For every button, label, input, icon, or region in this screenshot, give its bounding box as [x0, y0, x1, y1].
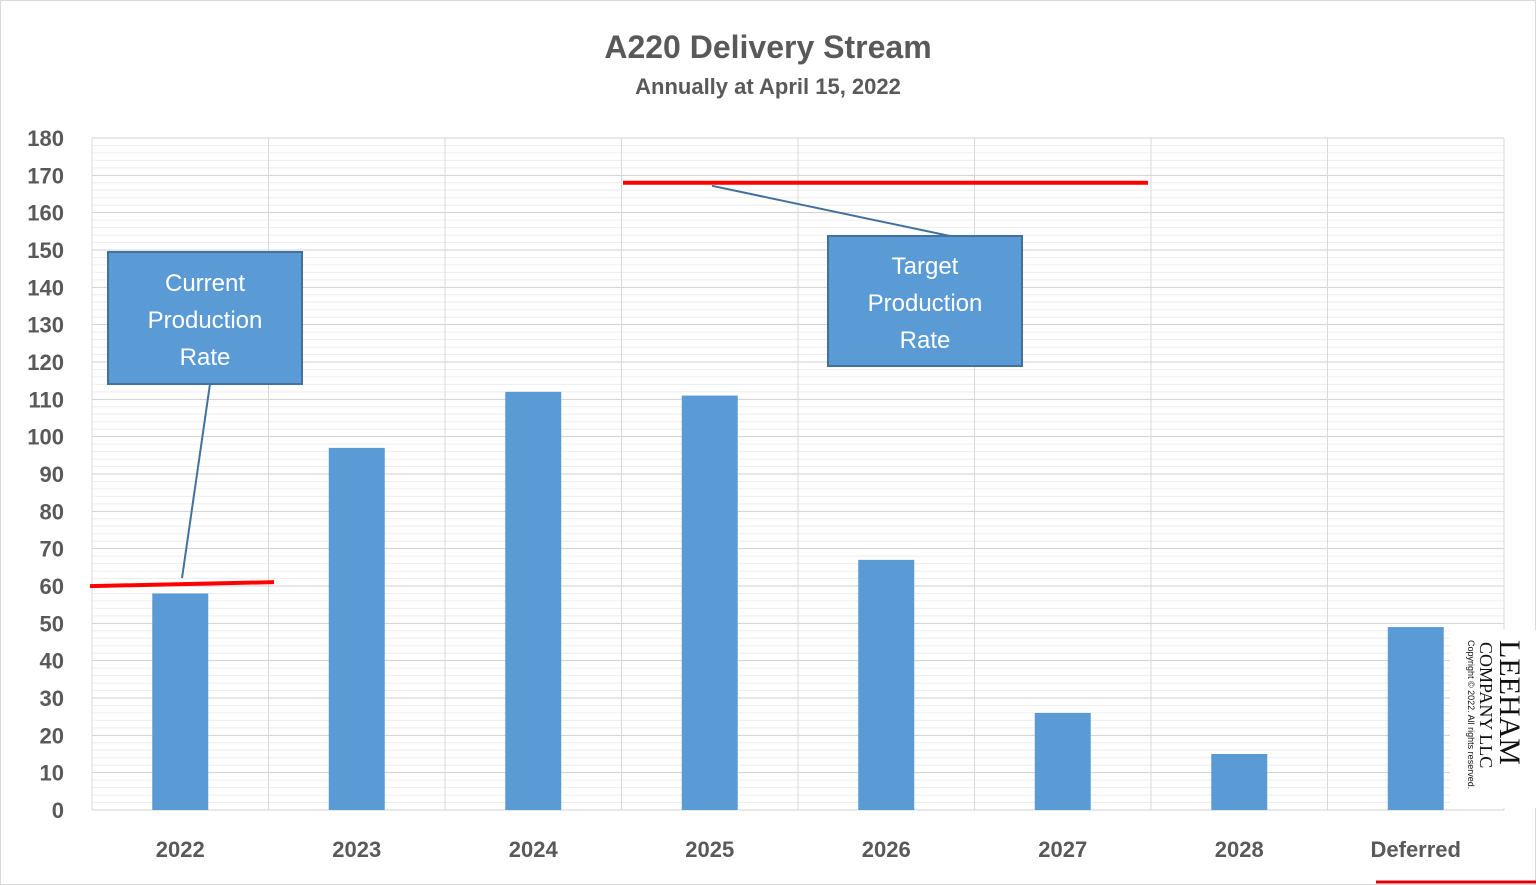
y-tick-label: 80 — [40, 499, 64, 524]
target-rate-callout-text: Production — [868, 290, 983, 317]
y-tick-label: 170 — [27, 163, 64, 188]
watermark-background — [1450, 630, 1536, 808]
bar-2024 — [505, 391, 562, 810]
x-tick-label: 2025 — [685, 837, 734, 862]
bar-2027 — [1034, 712, 1091, 810]
y-tick-label: 180 — [27, 126, 64, 151]
target-rate-leader — [711, 184, 951, 237]
current-rate-callout-text: Rate — [180, 344, 231, 371]
x-tick-label: Deferred — [1371, 837, 1461, 862]
x-tick-label: 2023 — [332, 837, 381, 862]
y-tick-label: 150 — [27, 238, 64, 263]
y-tick-label: 20 — [40, 723, 64, 748]
x-tick-label: 2024 — [509, 837, 559, 862]
current-rate-line — [89, 580, 275, 589]
target-rate-callout — [827, 235, 1023, 367]
current-rate-callout-text: Current — [165, 270, 245, 297]
watermark-copyright: Copyright © 2022. All rights reserved. — [1466, 640, 1476, 789]
y-tick-label: 130 — [27, 313, 64, 338]
target-rate-callout-text: Rate — [900, 327, 951, 354]
y-tick-label: 0 — [52, 798, 64, 823]
chart-subtitle: Annually at April 15, 2022 — [635, 74, 901, 99]
current-rate-callout-text: Production — [148, 307, 263, 334]
y-tick-label: 40 — [40, 649, 64, 674]
bar-deferred — [1387, 627, 1444, 810]
watermark-company: COMPANY LLC — [1476, 642, 1496, 768]
y-tick-label: 60 — [40, 574, 64, 599]
y-tick-label: 30 — [40, 686, 64, 711]
y-tick-label: 160 — [27, 201, 64, 226]
y-tick-label: 90 — [40, 462, 64, 487]
current-rate-leader — [181, 383, 211, 579]
x-tick-label: 2027 — [1038, 837, 1087, 862]
bar-2023 — [328, 447, 385, 810]
bar-2026 — [858, 559, 915, 810]
y-tick-label: 140 — [27, 275, 64, 300]
bar-2022 — [152, 593, 209, 810]
current-rate-callout — [107, 251, 303, 385]
watermark-name: LEEHAM — [1493, 640, 1526, 765]
bar-2028 — [1211, 754, 1268, 810]
chart-title: A220 Delivery Stream — [604, 29, 931, 65]
y-tick-label: 10 — [40, 761, 64, 786]
target-rate-callout-text: Target — [892, 253, 959, 280]
y-tick-label: 50 — [40, 611, 64, 636]
x-tick-label: 2022 — [156, 837, 205, 862]
x-tick-label: 2026 — [862, 837, 911, 862]
x-tick-label: 2028 — [1215, 837, 1264, 862]
y-tick-label: 110 — [29, 387, 65, 412]
bar-2025 — [681, 395, 738, 810]
y-tick-label: 120 — [27, 350, 64, 375]
y-tick-label: 70 — [40, 537, 64, 562]
y-tick-label: 100 — [27, 425, 64, 450]
